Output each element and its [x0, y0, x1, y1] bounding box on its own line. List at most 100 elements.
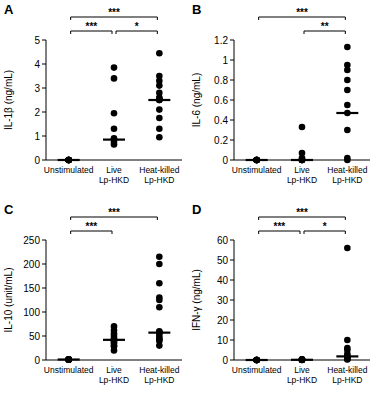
y-tick [42, 288, 46, 289]
data-point [344, 67, 351, 74]
y-tick-label: 150 [23, 283, 40, 294]
y-tick [230, 60, 234, 61]
marks [246, 245, 359, 364]
y-tick [230, 340, 234, 341]
x-tick-label-line: Unstimulated [232, 365, 282, 375]
data-point [156, 50, 163, 57]
y-tick [42, 336, 46, 337]
y-tick [42, 112, 46, 113]
x-tick-label-line: Lp-HKD [144, 375, 174, 385]
x-tick-label-line: Lp-HKD [287, 175, 317, 185]
y-tick-label: 50 [29, 331, 41, 342]
median-line [58, 159, 80, 161]
x-tick-label-line: Live [106, 165, 122, 175]
data-point [156, 342, 163, 349]
y-tick [42, 88, 46, 89]
y-tick-label: 0 [34, 155, 40, 166]
data-point [111, 141, 118, 148]
y-tick [42, 160, 46, 161]
median-line [148, 332, 170, 334]
median-line [148, 99, 170, 101]
significance-label: *** [108, 7, 120, 18]
y-axis-label: IFN-γ (ng/mL) [191, 269, 202, 331]
data-point [111, 64, 118, 71]
y-tick-label: 60 [217, 235, 229, 246]
data-point [156, 82, 163, 89]
y-tick [230, 100, 234, 101]
significance-label: *** [108, 207, 120, 218]
median-line [291, 159, 313, 161]
x-tick-label-line: Live [106, 365, 122, 375]
y-tick [42, 360, 46, 361]
y-tick-label: 0.6 [214, 95, 228, 106]
median-line [291, 359, 313, 361]
x-tick-label: Heat-killedLp-HKD [139, 165, 179, 185]
y-tick-label: 250 [23, 235, 40, 246]
y-tick-label: 1 [34, 131, 40, 142]
data-point [344, 87, 351, 94]
median-line [336, 112, 358, 114]
y-axis-label: IL-1β (ng/mL) [3, 70, 14, 130]
x-tick-label: Heat-killedLp-HKD [327, 165, 367, 185]
x-tick-label: LiveLp-HKD [287, 365, 317, 385]
significance-label: *** [296, 207, 308, 218]
significance-label: *** [296, 7, 308, 18]
panel: C050100150200250IL-10 (unit/mL)Unstimula… [3, 202, 182, 385]
y-tick-label: 1 [222, 55, 228, 66]
y-tick-label: 10 [217, 335, 229, 346]
figure: A012345IL-1β (ng/mL)UnstimulatedLiveLp-H… [0, 0, 376, 400]
data-point [344, 157, 351, 164]
y-tick-label: 100 [23, 307, 40, 318]
y-tick-label: 50 [217, 255, 229, 266]
data-point [344, 77, 351, 84]
data-point [344, 44, 351, 51]
data-point [111, 126, 118, 133]
y-axis [46, 40, 47, 160]
y-tick-label: 0 [222, 155, 228, 166]
significance-label: *** [85, 21, 97, 32]
y-tick [230, 300, 234, 301]
y-tick [230, 320, 234, 321]
x-tick-label-line: Lp-HKD [332, 375, 362, 385]
significance-label: * [135, 21, 139, 32]
y-tick-label: 2 [34, 107, 40, 118]
x-axis [46, 360, 182, 361]
panel-letter: B [192, 2, 201, 17]
y-tick-label: 20 [217, 315, 229, 326]
x-tick-label-line: Live [294, 365, 310, 375]
y-axis-label: IL-6 (ng/mL) [191, 73, 202, 127]
y-tick-label: 4 [34, 59, 40, 70]
y-tick-label: 200 [23, 259, 40, 270]
median-line [103, 139, 125, 141]
y-tick [230, 80, 234, 81]
x-tick-label-line: Unstimulated [44, 365, 94, 375]
x-tick-label: LiveLp-HKD [99, 165, 129, 185]
x-axis [46, 160, 182, 161]
data-point [344, 102, 351, 109]
x-tick-label-line: Lp-HKD [144, 175, 174, 185]
significance-label: * [323, 221, 327, 232]
data-point [156, 115, 163, 122]
y-tick [42, 312, 46, 313]
median-line [103, 339, 125, 341]
x-tick-label: Unstimulated [232, 165, 282, 175]
data-point [344, 245, 351, 252]
data-point [111, 75, 118, 82]
x-tick-label-line: Lp-HKD [287, 375, 317, 385]
y-tick-label: 0 [34, 355, 40, 366]
y-tick [42, 264, 46, 265]
x-tick-label: LiveLp-HKD [99, 365, 129, 385]
panel: A012345IL-1β (ng/mL)UnstimulatedLiveLp-H… [3, 2, 182, 185]
x-tick-label-line: Heat-killed [327, 165, 367, 175]
data-point [344, 127, 351, 134]
x-tick-label-line: Lp-HKD [99, 375, 129, 385]
data-point [156, 253, 163, 260]
panel: B00.20.40.60.811.2IL-6 (ng/mL)Unstimulat… [191, 2, 370, 185]
median-line [58, 358, 80, 360]
data-point [299, 124, 306, 131]
data-point [156, 280, 163, 287]
x-tick-label: Unstimulated [232, 365, 282, 375]
y-axis [46, 240, 47, 360]
y-tick [230, 280, 234, 281]
y-tick-label: 3 [34, 83, 40, 94]
